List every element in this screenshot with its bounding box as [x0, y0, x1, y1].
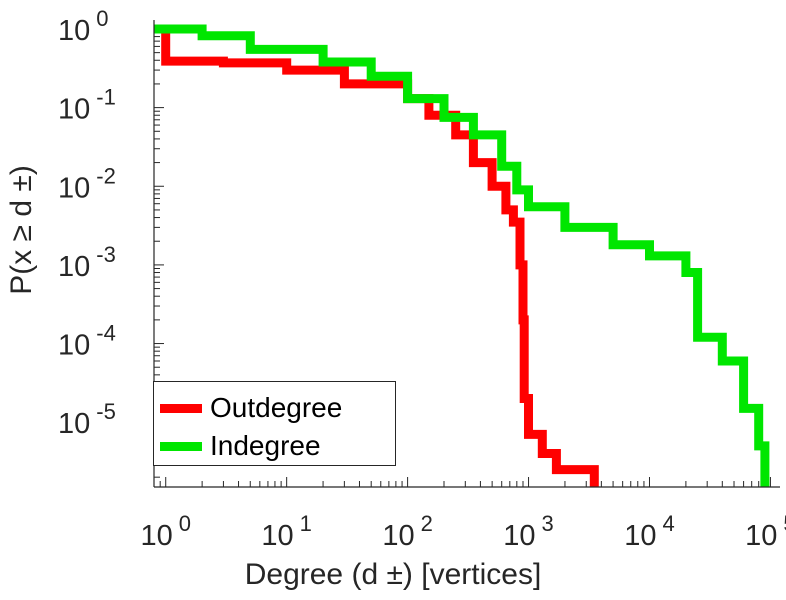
legend: Outdegree Indegree [153, 381, 396, 466]
y-axis-title: P(x ≥ d ±) [2, 30, 42, 430]
legend-swatch-outdegree [160, 403, 202, 413]
x-tick-label: 105 [745, 511, 786, 552]
x-tick-label: 10 2 [382, 511, 433, 552]
y-tick-label: 10 -4 [58, 321, 116, 362]
legend-label-indegree: Indegree [210, 430, 321, 461]
x-axis-title: Degree (d ±) [vertices] [244, 558, 542, 591]
y-tick-label: 10 -1 [58, 85, 116, 126]
y-tick-label: 10 0 [58, 6, 109, 47]
y-tick-label: 10 -3 [58, 242, 116, 283]
y-tick-label: 10 -5 [58, 399, 116, 440]
series-line-indegree [154, 24, 770, 487]
legend-swatch-indegree [160, 441, 202, 451]
legend-item-indegree: Indegree [160, 430, 321, 462]
x-tick-label: 10 4 [624, 511, 675, 552]
legend-item-outdegree: Outdegree [160, 392, 342, 424]
y-axis-title-text: P(x ≥ d ±) [5, 165, 39, 295]
legend-label-outdegree: Outdegree [210, 392, 343, 423]
series-line-outdegree [161, 29, 599, 487]
x-tick-label: 10 3 [503, 511, 554, 552]
x-tick-label: 10 1 [261, 511, 312, 552]
y-tick-label: 10 -2 [58, 163, 116, 204]
x-tick-label: 10 0 [140, 511, 191, 552]
